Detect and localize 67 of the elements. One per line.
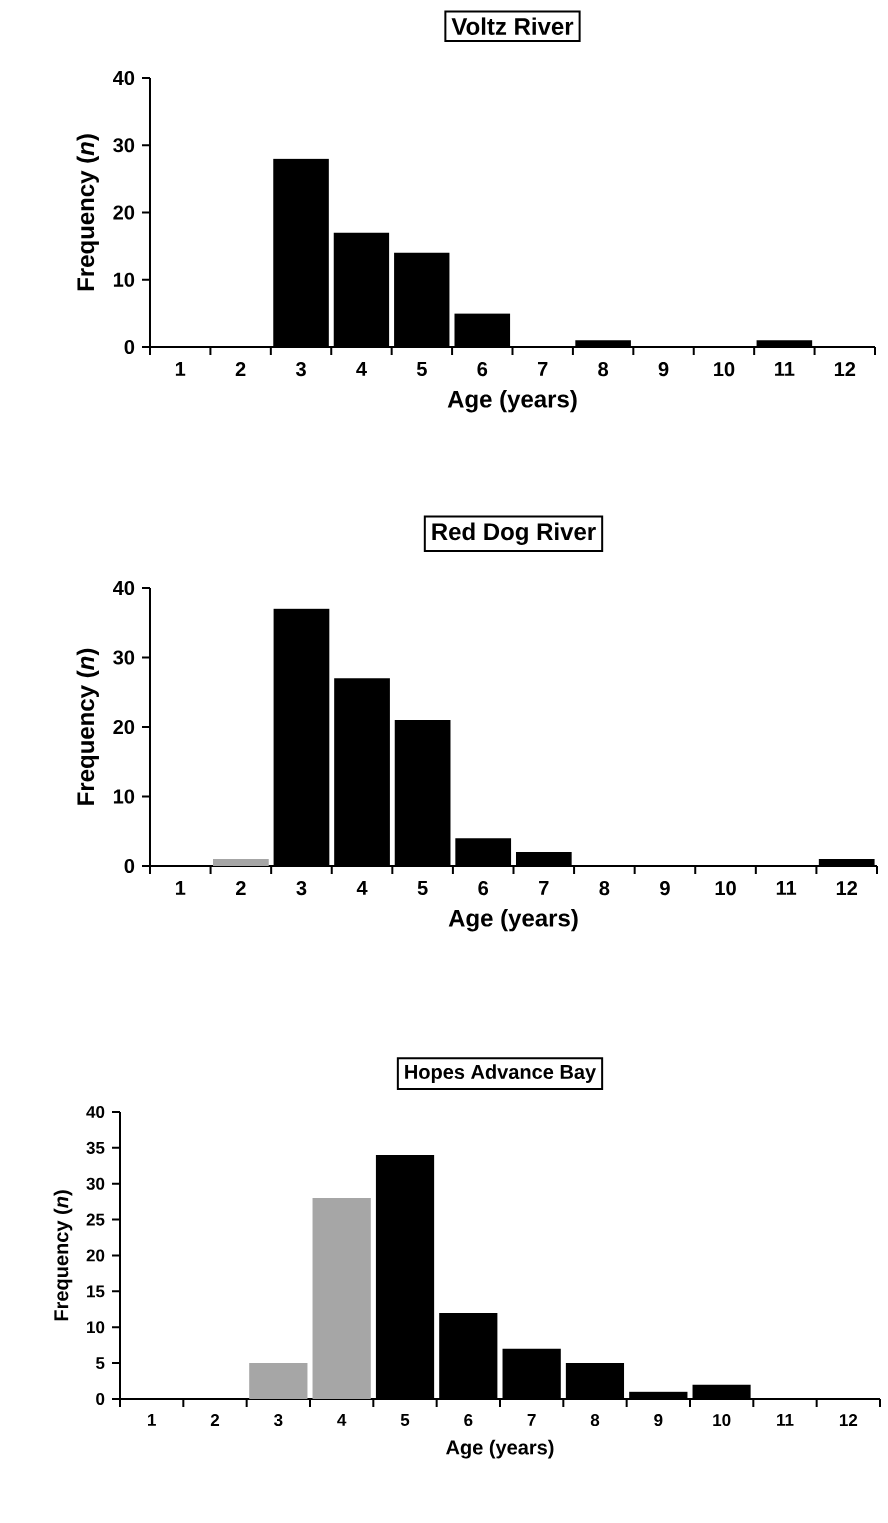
x-tick-label: 12 — [839, 1414, 858, 1426]
x-axis-title: Age (years) — [446, 1439, 554, 1459]
x-tick-label: 1 — [175, 362, 186, 376]
bar — [249, 1363, 308, 1399]
x-tick-label: 11 — [777, 1414, 794, 1426]
x-tick-label: 6 — [477, 362, 488, 377]
y-axis-title: Frequency (n) — [53, 1190, 73, 1321]
chart-title: Red Dog River — [432, 522, 596, 545]
y-tick-label: 20 — [113, 719, 135, 735]
bar — [312, 1198, 371, 1399]
x-tick-label: 3 — [273, 1414, 283, 1427]
x-tick-label: 6 — [464, 1414, 473, 1427]
x-tick-label: 10 — [714, 362, 735, 377]
x-tick-label: 3 — [296, 881, 307, 896]
y-tick-label: 0 — [96, 1392, 105, 1405]
x-tick-label: 9 — [658, 362, 669, 377]
x-tick-label: 2 — [235, 362, 246, 377]
chart-title: Voltz River — [451, 17, 574, 35]
x-axis-title: Age (years) — [448, 909, 578, 932]
x-tick-label: 3 — [295, 362, 306, 377]
y-tick-label: 25 — [86, 1213, 105, 1226]
x-tick-label: 1 — [148, 1414, 156, 1426]
y-tick-label: 0 — [124, 339, 135, 355]
y-tick-label: 10 — [113, 272, 135, 287]
x-tick-label: 2 — [236, 881, 246, 896]
x-tick-label: 11 — [776, 881, 797, 895]
y-axis-title: Frequency (n) — [76, 134, 99, 291]
x-tick-label: 9 — [654, 1414, 663, 1427]
y-tick-label: 10 — [87, 1321, 105, 1334]
x-tick-label: 7 — [539, 881, 549, 895]
x-tick-label: 9 — [660, 881, 670, 896]
x-tick-label: 10 — [713, 1414, 731, 1427]
x-tick-label: 6 — [478, 881, 489, 896]
x-tick-label: 10 — [715, 881, 736, 896]
y-tick-label: 20 — [86, 1249, 105, 1262]
x-tick-label: 8 — [590, 1414, 600, 1427]
bar — [213, 859, 269, 866]
y-tick-label: 20 — [113, 205, 135, 220]
x-tick-label: 5 — [416, 362, 427, 377]
y-tick-label: 0 — [124, 858, 135, 874]
y-tick-label: 30 — [113, 650, 135, 665]
y-tick-label: 40 — [113, 70, 135, 86]
x-tick-label: 4 — [356, 881, 368, 895]
x-tick-label: 4 — [337, 1414, 347, 1426]
y-tick-label: 10 — [113, 789, 135, 804]
chart-title: Hopes Advance Bay — [405, 1064, 596, 1083]
y-tick-label: 35 — [86, 1141, 105, 1154]
y-tick-label: 30 — [86, 1177, 105, 1190]
y-tick-label: 5 — [96, 1357, 105, 1370]
y-axis-title: Frequency (n) — [76, 648, 99, 805]
y-tick-label: 40 — [113, 580, 135, 596]
y-tick-label: 40 — [86, 1105, 105, 1118]
x-tick-label: 8 — [598, 362, 609, 377]
x-tick-label: 5 — [400, 1414, 410, 1426]
x-tick-label: 11 — [775, 362, 795, 376]
x-tick-label: 5 — [417, 881, 428, 896]
x-tick-label: 1 — [175, 881, 186, 895]
x-tick-label: 7 — [527, 1414, 536, 1426]
x-axis-title: Age (years) — [447, 390, 577, 413]
y-tick-label: 15 — [87, 1285, 105, 1298]
x-tick-label: 12 — [836, 881, 858, 896]
x-tick-label: 12 — [834, 362, 856, 377]
x-tick-label: 8 — [599, 881, 610, 896]
y-tick-label: 30 — [113, 138, 135, 153]
x-tick-label: 4 — [356, 362, 367, 376]
x-tick-label: 7 — [537, 362, 548, 376]
x-tick-label: 2 — [210, 1414, 220, 1426]
